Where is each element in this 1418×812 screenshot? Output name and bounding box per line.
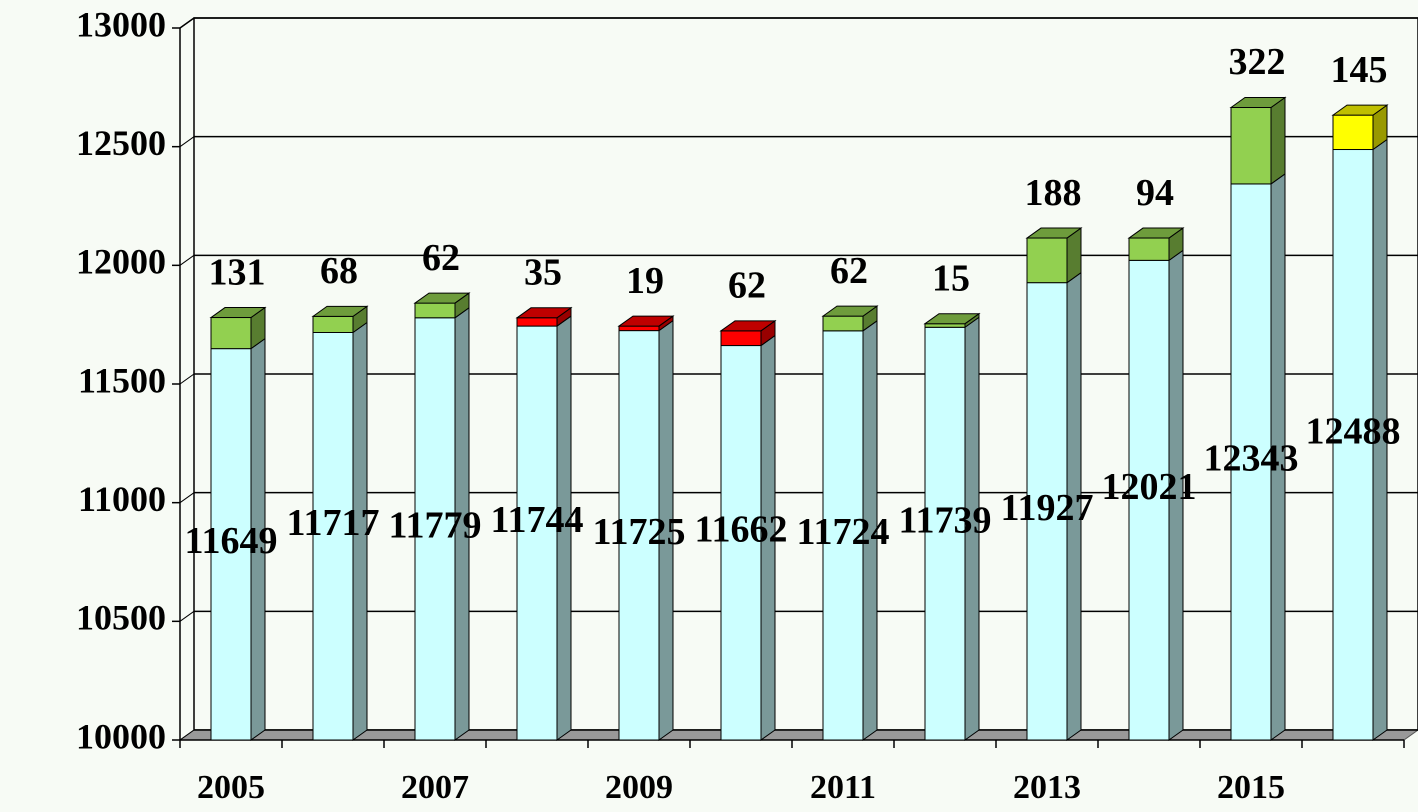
bar-change (1230, 107, 1272, 185)
bar-change-side (1270, 96, 1286, 185)
value-label: 62 (728, 265, 766, 307)
bar-change-top (413, 292, 471, 304)
bar-base (210, 348, 252, 741)
y-tick-label: 10000 (76, 716, 166, 756)
value-label: 62 (422, 237, 460, 279)
bar-base (822, 330, 864, 741)
grid-line-depth (179, 373, 195, 385)
value-label: 12343 (1204, 438, 1299, 480)
bar-base (1026, 282, 1068, 741)
bar-change (720, 330, 762, 347)
bar-base (1332, 149, 1374, 741)
value-label: 15 (932, 257, 970, 299)
value-label: 188 (1025, 172, 1082, 214)
value-label: 145 (1331, 49, 1388, 91)
bar-change-top (1331, 104, 1389, 116)
bar-base (924, 326, 966, 741)
value-label: 11724 (797, 511, 890, 553)
value-label: 11739 (899, 499, 992, 541)
value-label: 19 (626, 260, 664, 302)
bar-base (516, 325, 558, 741)
grid-line-depth (179, 17, 195, 29)
bar-change-top (923, 313, 981, 325)
bar-change-top (1229, 97, 1287, 109)
bar-change (210, 317, 252, 350)
bar-change-top (617, 315, 675, 327)
value-label: 322 (1229, 41, 1286, 83)
value-label: 11725 (593, 511, 686, 553)
value-label: 11779 (389, 505, 482, 547)
y-tick-label: 12500 (76, 123, 166, 163)
x-tick-label: 2013 (1013, 769, 1081, 806)
bar-change (822, 315, 864, 332)
grid-line-depth (179, 610, 195, 622)
value-label: 12021 (1102, 466, 1197, 508)
x-tick-label: 2015 (1217, 769, 1285, 806)
bar-base (312, 331, 354, 741)
value-label: 12488 (1306, 410, 1401, 452)
grid-line-depth (179, 136, 195, 148)
x-tick-label: 2011 (810, 769, 876, 806)
bar-change-top (1127, 227, 1185, 239)
y-tick-label: 13000 (76, 4, 166, 44)
bar-change (1332, 114, 1374, 151)
y-tick-label: 10500 (76, 598, 166, 638)
value-label: 11744 (491, 499, 584, 541)
bar-change-top (515, 307, 573, 319)
bar-change (516, 317, 558, 327)
value-label: 62 (830, 250, 868, 292)
bar-change (414, 302, 456, 319)
x-tick-label: 2007 (401, 769, 469, 806)
value-label: 11649 (185, 520, 278, 562)
value-label: 11662 (695, 508, 788, 550)
y-tick-label: 11000 (78, 479, 166, 519)
bar-change-top (719, 320, 777, 332)
grid-line-depth (179, 254, 195, 266)
bar-base (414, 317, 456, 741)
bar-change (1128, 237, 1170, 261)
x-tick-label: 2005 (197, 769, 265, 806)
bar-change-top (209, 307, 267, 319)
value-label: 11717 (287, 502, 380, 544)
bar-change-top (821, 305, 879, 317)
value-label: 94 (1136, 172, 1174, 214)
y-tick-label: 12000 (76, 242, 166, 282)
bar-change-top (1025, 227, 1083, 239)
y-tick-label: 11500 (78, 360, 166, 400)
bar-change (924, 323, 966, 328)
bar-change-top (311, 305, 369, 317)
x-tick-label: 2009 (605, 769, 673, 806)
bar-change (312, 315, 354, 333)
value-label: 11927 (1001, 487, 1094, 529)
bar-base (1128, 259, 1170, 741)
value-label: 131 (209, 251, 266, 293)
grid-line-depth (179, 729, 195, 741)
grid-line-depth (179, 492, 195, 504)
bar-base (618, 330, 660, 741)
bar-change (618, 325, 660, 332)
value-label: 68 (320, 250, 358, 292)
value-label: 35 (524, 252, 562, 294)
bar-change (1026, 237, 1068, 284)
